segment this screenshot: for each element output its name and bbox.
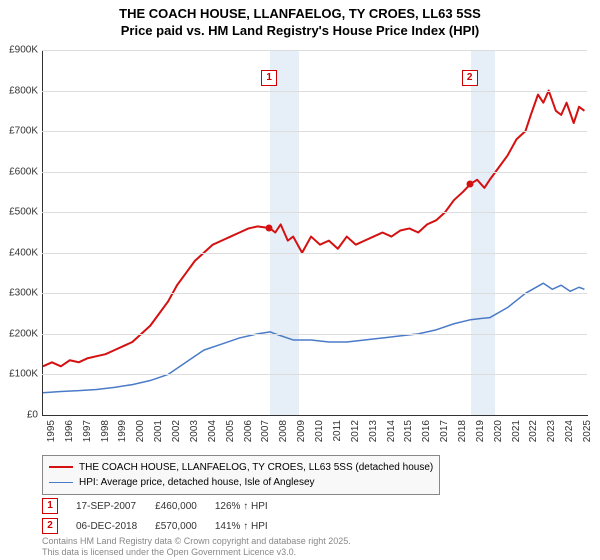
legend-swatch-1 [49, 466, 73, 468]
x-axis-label: 2024 [564, 420, 575, 442]
x-axis-label: 2002 [171, 420, 182, 442]
legend-item-1: THE COACH HOUSE, LLANFAELOG, TY CROES, L… [49, 460, 433, 475]
x-axis-label: 2023 [546, 420, 557, 442]
x-axis-label: 2014 [386, 420, 397, 442]
x-axis-label: 2010 [314, 420, 325, 442]
y-axis-label: £300K [0, 288, 38, 299]
plot-area [42, 50, 588, 416]
sale-date-1: 17-SEP-2007 [76, 496, 155, 516]
title-line2: Price paid vs. HM Land Registry's House … [121, 23, 480, 38]
sale-hpi-1: 126% ↑ HPI [215, 496, 286, 516]
table-row: 1 17-SEP-2007 £460,000 126% ↑ HPI [42, 496, 286, 516]
footer: Contains HM Land Registry data © Crown c… [42, 536, 351, 558]
sale-marker-2: 2 [42, 518, 58, 534]
y-axis-label: £100K [0, 369, 38, 380]
y-axis-label: £600K [0, 166, 38, 177]
x-axis-label: 2004 [207, 420, 218, 442]
x-axis-label: 2019 [475, 420, 486, 442]
legend-swatch-2 [49, 482, 73, 484]
legend-label-1: THE COACH HOUSE, LLANFAELOG, TY CROES, L… [79, 462, 433, 473]
x-axis-label: 2012 [350, 420, 361, 442]
chart-marker-1: 1 [261, 70, 277, 86]
sale-price-1: £460,000 [155, 496, 215, 516]
chart-container: THE COACH HOUSE, LLANFAELOG, TY CROES, L… [0, 0, 600, 560]
y-axis-label: £500K [0, 207, 38, 218]
table-row: 2 06-DEC-2018 £570,000 141% ↑ HPI [42, 516, 286, 536]
y-axis-label: £400K [0, 247, 38, 258]
title-line1: THE COACH HOUSE, LLANFAELOG, TY CROES, L… [119, 6, 481, 21]
x-axis-label: 2001 [153, 420, 164, 442]
legend: THE COACH HOUSE, LLANFAELOG, TY CROES, L… [42, 455, 440, 495]
x-axis-label: 2020 [493, 420, 504, 442]
y-axis-label: £0 [0, 410, 38, 421]
x-axis-label: 1995 [46, 420, 57, 442]
x-axis-label: 2017 [439, 420, 450, 442]
x-axis-label: 2022 [528, 420, 539, 442]
x-axis-label: 2006 [243, 420, 254, 442]
x-axis-label: 2015 [403, 420, 414, 442]
chart-title: THE COACH HOUSE, LLANFAELOG, TY CROES, L… [0, 0, 600, 40]
y-axis-label: £700K [0, 126, 38, 137]
sale-date-2: 06-DEC-2018 [76, 516, 155, 536]
footer-line2: This data is licensed under the Open Gov… [42, 547, 296, 557]
footer-line1: Contains HM Land Registry data © Crown c… [42, 536, 351, 546]
chart-marker-2: 2 [462, 70, 478, 86]
x-axis-label: 2025 [582, 420, 593, 442]
x-axis-label: 2003 [189, 420, 200, 442]
legend-label-2: HPI: Average price, detached house, Isle… [79, 477, 315, 488]
legend-item-2: HPI: Average price, detached house, Isle… [49, 475, 433, 490]
x-axis-label: 1999 [117, 420, 128, 442]
x-axis-label: 2005 [225, 420, 236, 442]
x-axis-label: 2011 [332, 420, 343, 442]
sale-dot-1 [266, 225, 273, 232]
y-axis-label: £900K [0, 45, 38, 56]
sale-marker-1: 1 [42, 498, 58, 514]
x-axis-label: 1997 [82, 420, 93, 442]
plot-svg [43, 50, 588, 415]
x-axis-label: 2000 [135, 420, 146, 442]
x-axis-label: 1996 [64, 420, 75, 442]
sale-hpi-2: 141% ↑ HPI [215, 516, 286, 536]
sale-price-2: £570,000 [155, 516, 215, 536]
y-axis-label: £800K [0, 85, 38, 96]
x-axis-label: 2007 [260, 420, 271, 442]
x-axis-label: 2021 [511, 420, 522, 442]
sale-dot-2 [466, 180, 473, 187]
x-axis-label: 1998 [100, 420, 111, 442]
x-axis-label: 2009 [296, 420, 307, 442]
y-axis-label: £200K [0, 328, 38, 339]
x-axis-label: 2013 [368, 420, 379, 442]
x-axis-label: 2016 [421, 420, 432, 442]
sales-table: 1 17-SEP-2007 £460,000 126% ↑ HPI 2 06-D… [42, 496, 286, 536]
x-axis-label: 2018 [457, 420, 468, 442]
x-axis-label: 2008 [278, 420, 289, 442]
